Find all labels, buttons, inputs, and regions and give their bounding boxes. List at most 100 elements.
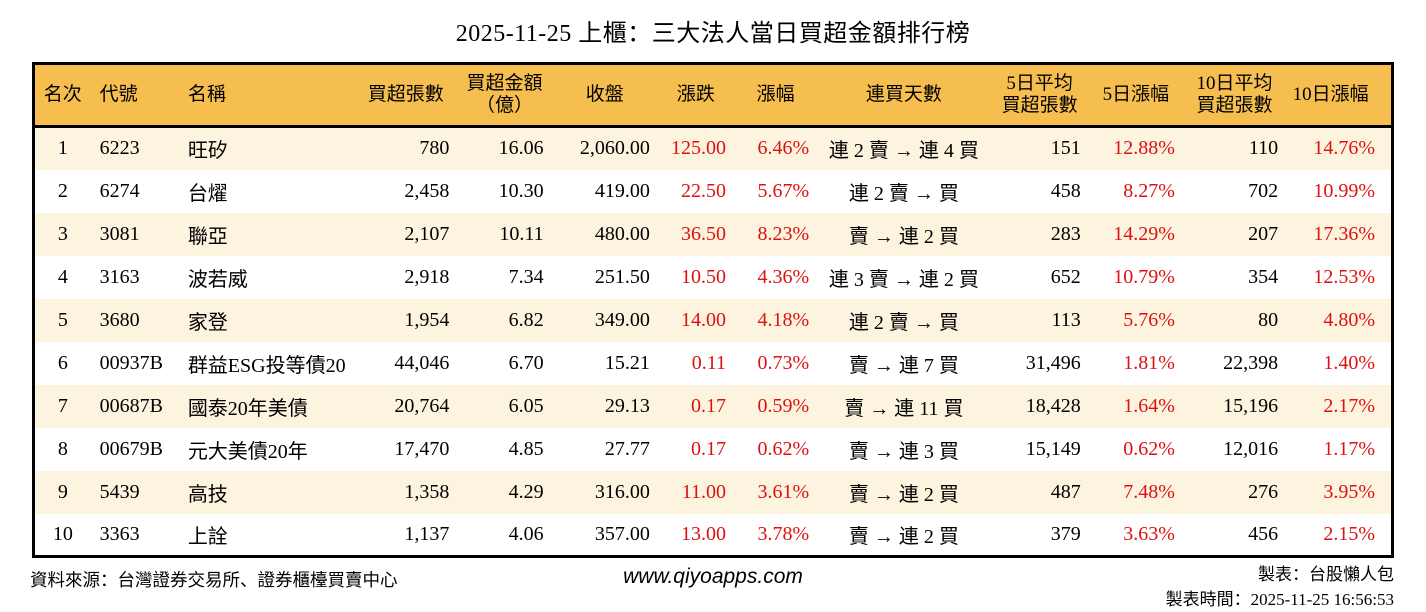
- cell-net-buy-amt: 7.34: [508, 265, 544, 288]
- cell-close: 357.00: [594, 522, 650, 545]
- cell-net-buy-lots: 1,358: [404, 480, 450, 503]
- cell-pct10: 2.15%: [1323, 522, 1375, 545]
- cell-pct10: 1.17%: [1323, 437, 1375, 460]
- cell-avg5-lots: 151: [1050, 137, 1081, 160]
- table-header-row: 名次 代號 名稱 買超張數 買超金額 （億） 收盤 漲跌 漲幅 連買天數 5日平均 買超張數 5日漲…: [33, 63, 1393, 128]
- column-header-name: 名稱: [178, 63, 355, 128]
- cell-rank: 1: [57, 137, 68, 160]
- cell-pct5: 7.48%: [1123, 480, 1175, 503]
- cell-change: 13.00: [681, 522, 726, 545]
- cell-net-buy-lots: 780: [419, 137, 450, 160]
- cell-net-buy-amt: 6.82: [508, 308, 544, 331]
- cell-change-pct: 8.23%: [757, 222, 810, 245]
- cell-code: 00937B: [99, 351, 163, 374]
- cell-close: 480.00: [594, 222, 650, 245]
- cell-code: 3680: [99, 308, 140, 331]
- cell-net-buy-amt: 10.11: [499, 222, 544, 245]
- cell-name: 國泰20年美債: [187, 397, 308, 420]
- column-header-avg5-lots: 5日平均 買超張數: [990, 63, 1089, 128]
- column-header-avg10-lots: 10日平均 買超張數: [1182, 63, 1287, 128]
- table-row: 9 5439 高技 1,358 4.29 316.00 11.00 3.61% 賣 → 連 2 …: [33, 470, 1393, 514]
- table-body: 1 6223 旺矽 780 16.06 2,060.00 125.00 6.46% 連 2 賣 …: [33, 126, 1393, 557]
- cell-pct10: 17.36%: [1313, 222, 1375, 245]
- cell-net-buy-amt: 16.06: [498, 137, 544, 160]
- cell-rank: 7: [57, 394, 68, 417]
- column-header-pct5: 5日漲幅: [1088, 63, 1183, 128]
- cell-streak: 賣 → 連 3 買: [848, 440, 959, 463]
- cell-change-pct: 6.46%: [757, 137, 810, 160]
- cell-change: 0.17: [691, 437, 726, 460]
- cell-avg10-lots: 702: [1248, 179, 1279, 202]
- cell-pct10: 10.99%: [1313, 179, 1375, 202]
- cell-streak: 賣 → 連 11 買: [844, 397, 964, 420]
- cell-net-buy-amt: 4.29: [508, 480, 544, 503]
- cell-code: 00687B: [99, 394, 163, 417]
- cell-rank: 4: [57, 265, 68, 288]
- cell-pct5: 1.81%: [1123, 351, 1175, 374]
- cell-pct5: 12.88%: [1113, 137, 1175, 160]
- column-header-code: 代號: [90, 63, 179, 128]
- cell-name: 台燿: [187, 182, 228, 205]
- cell-streak: 連 3 賣 → 連 2 買: [828, 268, 979, 291]
- cell-rank: 10: [52, 522, 73, 545]
- cell-change: 22.50: [681, 179, 726, 202]
- column-header-net-buy-amt: 買超金額 （億）: [457, 63, 552, 128]
- cell-close: 27.77: [604, 437, 650, 460]
- cell-change-pct: 0.59%: [757, 394, 810, 417]
- cell-net-buy-lots: 44,046: [394, 351, 450, 374]
- table-row: 2 6274 台燿 2,458 10.30 419.00 22.50 5.67% 連 2 賣 →…: [33, 169, 1393, 213]
- cell-net-buy-amt: 6.70: [508, 351, 544, 374]
- cell-avg5-lots: 31,496: [1025, 351, 1081, 374]
- cell-code: 3163: [99, 265, 140, 288]
- cell-avg10-lots: 12,016: [1223, 437, 1279, 460]
- cell-streak: 連 2 賣 → 連 4 買: [828, 140, 979, 163]
- cell-pct10: 1.40%: [1323, 351, 1375, 374]
- cell-change: 14.00: [681, 308, 726, 331]
- cell-pct10: 2.17%: [1323, 394, 1375, 417]
- cell-change: 10.50: [681, 265, 726, 288]
- column-header-rank: 名次: [33, 63, 91, 128]
- table-row: 3 3081 聯亞 2,107 10.11 480.00 36.50 8.23% 賣 → 連 2…: [33, 212, 1393, 256]
- cell-avg5-lots: 15,149: [1025, 437, 1081, 460]
- cell-pct5: 3.63%: [1123, 522, 1175, 545]
- cell-avg10-lots: 207: [1248, 222, 1279, 245]
- cell-avg10-lots: 456: [1248, 522, 1279, 545]
- column-header-pct10: 10日漲幅: [1286, 63, 1393, 128]
- cell-avg10-lots: 22,398: [1223, 351, 1279, 374]
- table-row: 8 00679B 元大美債20年 17,470 4.85 27.77 0.17 0.62% 賣 …: [33, 427, 1393, 471]
- cell-net-buy-amt: 10.30: [498, 179, 544, 202]
- cell-streak: 賣 → 連 2 買: [848, 483, 959, 506]
- cell-change-pct: 5.67%: [757, 179, 810, 202]
- cell-close: 349.00: [594, 308, 650, 331]
- cell-change-pct: 3.78%: [757, 522, 810, 545]
- cell-streak: 賣 → 連 2 買: [848, 525, 959, 548]
- cell-rank: 3: [57, 222, 68, 245]
- table-row: 4 3163 波若威 2,918 7.34 251.50 10.50 4.36% 連 3 賣 →…: [33, 255, 1393, 299]
- cell-net-buy-lots: 1,954: [404, 308, 450, 331]
- cell-streak: 賣 → 連 2 買: [848, 225, 959, 248]
- table-row: 1 6223 旺矽 780 16.06 2,060.00 125.00 6.46% 連 2 賣 …: [33, 126, 1393, 170]
- cell-name: 聯亞: [187, 225, 228, 248]
- cell-streak: 連 2 賣 → 買: [848, 311, 959, 334]
- cell-close: 15.21: [604, 351, 650, 374]
- cell-pct5: 5.76%: [1123, 308, 1175, 331]
- cell-code: 6274: [99, 179, 140, 202]
- cell-change-pct: 3.61%: [757, 480, 810, 503]
- cell-code: 6223: [99, 137, 140, 160]
- cell-net-buy-lots: 2,918: [404, 265, 450, 288]
- column-header-net-buy-lots: 買超張數: [354, 63, 458, 128]
- cell-rank: 8: [57, 437, 68, 460]
- cell-avg5-lots: 487: [1050, 480, 1081, 503]
- cell-net-buy-lots: 1,137: [404, 522, 450, 545]
- cell-net-buy-lots: 2,458: [404, 179, 450, 202]
- cell-code: 00679B: [99, 437, 163, 460]
- cell-code: 5439: [99, 480, 140, 503]
- cell-change: 0.17: [691, 394, 726, 417]
- cell-close: 419.00: [594, 179, 650, 202]
- cell-net-buy-amt: 6.05: [508, 394, 544, 417]
- report-timestamp: 製表時間：2025-11-25 16:56:53: [1165, 590, 1394, 609]
- cell-name: 旺矽: [187, 140, 228, 163]
- cell-avg10-lots: 276: [1248, 480, 1279, 503]
- cell-pct5: 8.27%: [1123, 179, 1175, 202]
- cell-rank: 2: [57, 179, 68, 202]
